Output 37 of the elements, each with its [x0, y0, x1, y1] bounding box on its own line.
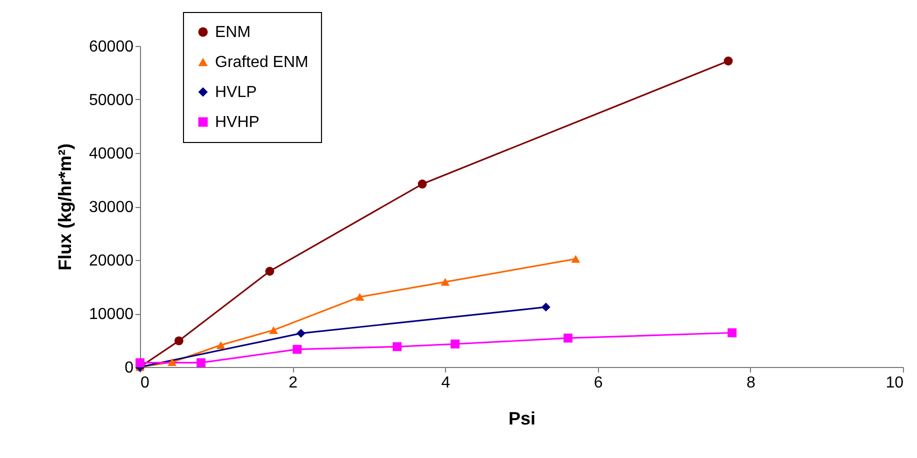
point	[174, 336, 184, 346]
y-tick-label: 0	[124, 360, 134, 376]
point	[392, 342, 402, 352]
point	[418, 180, 427, 188]
point	[265, 266, 274, 276]
point	[571, 255, 580, 263]
point	[168, 358, 177, 366]
legend-label: HVLP	[215, 84, 257, 101]
x-axis-title: Psi	[508, 408, 536, 428]
point	[728, 328, 737, 338]
x-tick-label: 0	[140, 374, 150, 392]
x-tick-label: 2	[288, 374, 298, 392]
legend-label: ENM	[215, 24, 251, 41]
point	[196, 358, 206, 368]
point	[564, 334, 573, 343]
y-axis-title: Flux (kg/hr*m²)	[55, 143, 76, 271]
point	[440, 278, 450, 286]
y-tick-label: 50000	[89, 92, 134, 109]
y-tick-label: 20000	[89, 252, 134, 270]
legend-label: HVHP	[215, 114, 260, 131]
legend-label: Grafted ENM	[215, 54, 308, 71]
x-tick-label: 8	[746, 374, 756, 392]
x-tick-label: 10	[886, 374, 904, 392]
x-tick-label: 6	[594, 374, 603, 392]
x-tick-label: 4	[441, 374, 450, 392]
point	[292, 344, 302, 354]
point	[724, 56, 733, 66]
point	[541, 302, 550, 312]
y-tick-label: 60000	[89, 38, 134, 56]
point	[216, 341, 226, 349]
y-tick-label: 40000	[89, 146, 134, 162]
point	[269, 326, 278, 334]
point	[296, 328, 306, 338]
point	[355, 293, 364, 301]
y-tick-label: 30000	[89, 199, 134, 216]
point	[450, 340, 460, 348]
y-tick-label: 10000	[89, 306, 134, 323]
